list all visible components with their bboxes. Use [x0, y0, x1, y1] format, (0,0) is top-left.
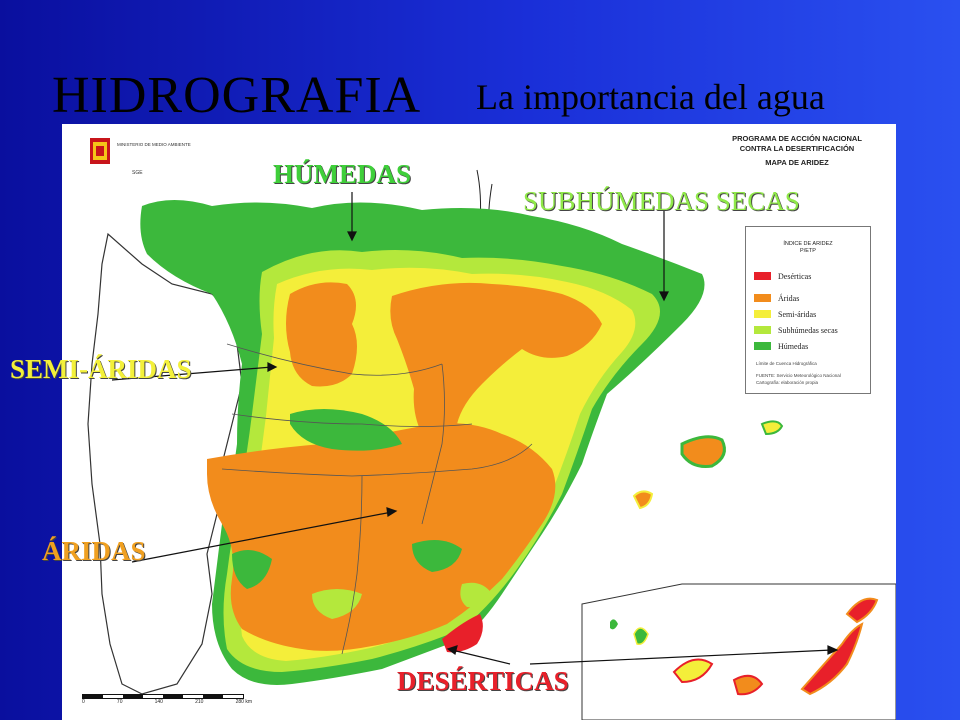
ministry-logo: MINISTERIO DE MEDIO AMBIENTE SGE [90, 138, 191, 176]
legend-item-aridas: Áridas [754, 293, 799, 303]
scale-tick-70: 70 [116, 699, 123, 705]
legend-swatch-deserticas [754, 272, 771, 280]
legend-title-line-1: ÍNDICE DE ARIDEZ [783, 241, 833, 247]
balearic-islands [632, 420, 784, 510]
legend-source-line-2: Cartografía: elaboración propia [756, 380, 819, 385]
map-heading: PROGRAMA DE ACCIÓN NACIONAL CONTRA LA DE… [702, 134, 892, 168]
scale-tick-0: 0 [82, 699, 85, 705]
deserticas-zone [442, 614, 483, 653]
label-deserticas: DESÉRTICAS [397, 666, 569, 696]
map-heading-line-2: CONTRA LA DESERTIFICACIÓN [739, 144, 855, 153]
legend-title: ÍNDICE DE ARIDEZ P/ETP [746, 241, 870, 255]
label-semiaridas: SEMI-ÁRIDAS [10, 354, 192, 384]
legend-label-subhumedas: Subhúmedas secas [778, 325, 838, 335]
label-aridas: ÁRIDAS [42, 536, 146, 566]
scale-tick-140: 140 [154, 699, 163, 705]
annotation-arrows [111, 192, 839, 665]
label-subhumedas-secas: SUBHÚMEDAS SECAS [523, 186, 800, 216]
svg-text:SGE: SGE [132, 170, 143, 176]
map-graphic: MINISTERIO DE MEDIO AMBIENTE SGE [87, 138, 896, 720]
canary-inset [581, 583, 896, 720]
legend-label-humedas: Húmedas [778, 341, 809, 351]
legend-boundary-label: Límite de Cuenca Hidrográfica [756, 361, 817, 366]
slide-subtitle: La importancia del agua [476, 77, 825, 117]
scale-tick-280: 280 km [235, 699, 252, 705]
aridas-zone-north [286, 282, 357, 387]
legend-swatch-subhumedas [754, 326, 771, 334]
map-legend: ÍNDICE DE ARIDEZ P/ETP Desérticas Áridas… [745, 226, 871, 394]
ministry-name: MINISTERIO DE MEDIO AMBIENTE [117, 142, 191, 147]
legend-swatch-aridas [754, 294, 771, 302]
legend-label-aridas: Áridas [778, 293, 800, 303]
aridity-map: MINISTERIO DE MEDIO AMBIENTE SGE [62, 124, 896, 720]
legend-item-humedas: Húmedas [754, 341, 808, 351]
legend-source-line-1: FUENTE: Servicio Meteorológico Nacional [756, 373, 841, 378]
legend-item-semiaridas: Semi-áridas [754, 309, 816, 319]
aridas-zone-ebro [390, 282, 602, 438]
label-humedas: HÚMEDAS [273, 159, 412, 189]
legend-item-deserticas: Desérticas [754, 271, 811, 281]
scale-bar: 0 70 140 210 280 km [82, 689, 252, 705]
legend-swatch-humedas [754, 342, 771, 350]
slide-title: HIDROGRAFIA [52, 67, 422, 124]
map-heading-line-1: PROGRAMA DE ACCIÓN NACIONAL [732, 134, 862, 143]
legend-title-line-2: P/ETP [800, 248, 816, 254]
legend-label-deserticas: Desérticas [778, 271, 812, 281]
map-heading-line-3: MAPA DE ARIDEZ [765, 158, 829, 167]
legend-item-subhumedas: Subhúmedas secas [754, 325, 838, 335]
scale-tick-210: 210 [195, 699, 204, 705]
legend-label-semiaridas: Semi-áridas [778, 309, 817, 319]
legend-swatch-semiaridas [754, 310, 771, 318]
basin-boundaries [221, 343, 533, 655]
